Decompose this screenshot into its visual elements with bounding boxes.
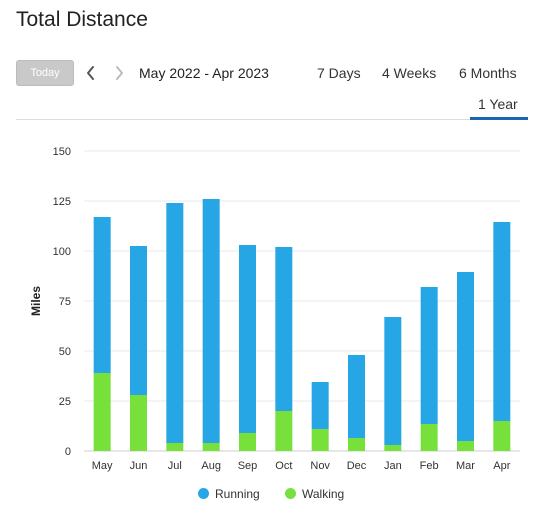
bar-running-sep: [239, 245, 256, 433]
date-range-label: May 2022 - Apr 2023: [139, 65, 269, 81]
tab-divider: [16, 119, 528, 120]
page-title: Total Distance: [16, 8, 148, 31]
bar-running-jan: [384, 317, 402, 445]
x-tick-label-jul: Jul: [168, 460, 182, 472]
bar-running-jun: [130, 246, 147, 395]
bar-running-may: [93, 217, 111, 373]
legend-item-running[interactable]: Running: [198, 487, 260, 503]
legend-label-running: Running: [215, 487, 260, 501]
x-tick-label-dec: Dec: [347, 460, 367, 472]
x-tick-label-jun: Jun: [130, 460, 148, 472]
bar-running-jul: [166, 203, 184, 443]
bar-walking-apr: [493, 421, 511, 451]
bar-running-feb: [420, 287, 438, 424]
bar-walking-jun: [130, 395, 147, 451]
bar-running-oct: [275, 247, 293, 411]
bar-walking-mar: [457, 441, 474, 451]
y-axis-label: Miles: [29, 286, 43, 316]
x-tick-label-apr: Apr: [493, 460, 510, 472]
bar-walking-jul: [166, 443, 184, 451]
tab-1-year[interactable]: 1 Year: [478, 96, 518, 112]
bar-walking-may: [93, 373, 111, 451]
legend-item-walking[interactable]: Walking: [285, 487, 344, 503]
toolbar: Today May 2022 - Apr 2023 7 Days 4 Weeks…: [16, 60, 528, 112]
y-tick-label-50: 50: [59, 346, 71, 358]
y-tick-label-150: 150: [53, 146, 71, 158]
y-tick-label-75: 75: [59, 296, 71, 308]
x-tick-label-aug: Aug: [201, 460, 221, 472]
y-tick-label-25: 25: [59, 396, 71, 408]
tab-6-months[interactable]: 6 Months: [459, 65, 517, 81]
bar-walking-dec: [348, 438, 365, 451]
active-tab-indicator: [470, 117, 528, 120]
legend-swatch-walking: [285, 488, 296, 500]
bar-walking-aug: [202, 443, 220, 451]
today-button[interactable]: Today: [16, 60, 74, 86]
x-tick-label-sep: Sep: [238, 460, 258, 472]
bar-running-apr: [493, 222, 511, 421]
x-tick-label-may: May: [92, 460, 113, 472]
x-tick-label-oct: Oct: [275, 460, 292, 472]
bar-running-mar: [457, 272, 474, 441]
legend-label-walking: Walking: [302, 487, 345, 501]
chart-legend: Running Walking: [0, 487, 550, 503]
bar-walking-nov: [311, 429, 329, 451]
y-tick-label-100: 100: [53, 246, 71, 258]
bar-walking-sep: [239, 433, 256, 451]
bar-running-aug: [202, 199, 220, 443]
chevron-left-icon[interactable]: [83, 63, 99, 83]
tab-7-days[interactable]: 7 Days: [317, 65, 361, 81]
bar-running-nov: [311, 382, 329, 429]
bar-walking-jan: [384, 445, 402, 451]
x-tick-label-jan: Jan: [384, 460, 402, 472]
legend-swatch-running: [198, 488, 209, 500]
bar-walking-feb: [420, 424, 438, 451]
x-tick-label-mar: Mar: [456, 460, 475, 472]
y-tick-label-0: 0: [65, 446, 71, 458]
x-tick-label-feb: Feb: [420, 460, 439, 472]
tab-4-weeks[interactable]: 4 Weeks: [382, 65, 437, 81]
chevron-right-icon[interactable]: [111, 63, 127, 83]
bar-running-dec: [348, 355, 365, 438]
y-tick-label-125: 125: [53, 196, 71, 208]
x-tick-label-nov: Nov: [310, 460, 330, 472]
bar-walking-oct: [275, 411, 293, 451]
